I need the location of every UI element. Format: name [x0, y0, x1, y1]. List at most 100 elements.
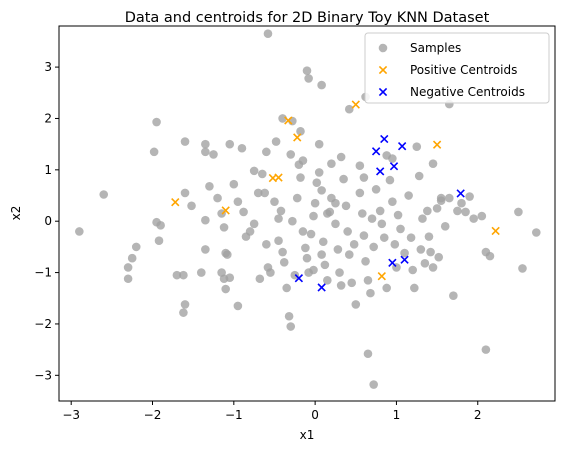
y-axis-ticks: −3 −2 −1 0 1 2 3	[34, 60, 59, 382]
samples-point	[127, 253, 137, 263]
samples-point	[123, 263, 133, 272]
samples-point	[156, 221, 165, 230]
samples-point	[461, 207, 470, 217]
samples-point	[223, 250, 232, 259]
samples-point	[284, 311, 294, 321]
y-tick-label: −2	[34, 317, 52, 331]
samples-point	[205, 181, 214, 191]
samples-point	[388, 197, 397, 206]
samples-point	[229, 179, 239, 189]
plot-frame	[58, 25, 556, 402]
samples-point	[225, 273, 235, 283]
samples-point	[420, 259, 430, 268]
samples-point	[123, 274, 133, 284]
positive-centroids-point	[171, 198, 180, 207]
samples-point	[366, 288, 375, 298]
samples-point	[279, 258, 289, 267]
samples-point	[317, 186, 326, 195]
samples-point	[296, 127, 305, 136]
samples-point	[196, 268, 206, 277]
samples-point	[270, 197, 279, 206]
y-tick-label: 2	[44, 111, 52, 125]
samples-point	[385, 175, 395, 185]
samples-point	[302, 66, 312, 75]
samples-point	[424, 232, 434, 241]
samples-point	[201, 147, 210, 157]
samples-point	[301, 243, 310, 253]
samples-point	[371, 185, 381, 194]
legend: Samples Positive Centroids Negative Centro…	[364, 32, 550, 104]
samples-point	[382, 283, 391, 293]
samples-point	[514, 207, 523, 217]
samples-point	[440, 222, 450, 231]
samples-point	[390, 240, 400, 249]
negative-centroids-point	[388, 258, 397, 267]
samples-point	[343, 227, 352, 236]
samples-point	[518, 264, 527, 273]
samples-point	[298, 227, 308, 236]
x-tick-label: 1	[393, 408, 401, 422]
negative-centroids-point	[456, 189, 465, 198]
x-axis-label: x1	[300, 428, 315, 442]
samples-point	[432, 204, 442, 213]
legend-samples-marker	[378, 43, 388, 53]
samples-point	[201, 215, 210, 225]
legend-positive-centroids-marker	[378, 65, 388, 75]
samples-point	[404, 191, 413, 200]
samples-point	[344, 250, 354, 259]
samples-point	[363, 349, 373, 359]
legend-positive-centroids-label: Positive Centroids	[410, 63, 517, 77]
positive-centroids-point	[274, 173, 283, 182]
positive-centroids-point	[432, 140, 442, 149]
samples-point	[249, 219, 259, 229]
samples-point	[239, 207, 248, 217]
samples-point	[369, 242, 378, 252]
legend-box	[364, 32, 550, 104]
samples-point	[294, 160, 304, 169]
samples-point	[379, 233, 389, 242]
samples-point	[469, 214, 478, 223]
samples-point	[149, 147, 159, 157]
samples-point	[400, 248, 409, 258]
samples-point	[292, 193, 302, 203]
samples-point	[266, 268, 275, 277]
samples-point	[408, 265, 418, 275]
y-tick-label: 1	[44, 163, 52, 177]
samples-point	[357, 209, 367, 218]
samples-point	[457, 198, 466, 208]
samples-point	[333, 245, 343, 254]
samples-point	[314, 168, 324, 177]
legend-negative-centroids-marker	[378, 87, 388, 97]
samples-point	[260, 188, 270, 198]
samples-point	[406, 233, 416, 242]
samples-point	[436, 196, 446, 205]
samples-point	[412, 142, 422, 152]
points-layer	[75, 29, 541, 389]
samples-point	[416, 245, 426, 254]
samples-point	[418, 214, 427, 223]
samples-point	[310, 198, 320, 208]
negative-centroids-point	[380, 134, 389, 144]
positive-centroids-point	[377, 272, 386, 281]
x-tick-label: 2	[474, 408, 482, 422]
samples-point	[318, 237, 328, 247]
samples-point	[393, 210, 403, 220]
samples-point	[213, 193, 222, 203]
samples-point	[344, 104, 354, 114]
samples-point	[351, 300, 361, 309]
samples-point	[75, 227, 84, 236]
y-axis-label: x2	[9, 206, 23, 221]
samples-point	[187, 201, 196, 211]
x-tick-label: 0	[311, 408, 319, 422]
samples-point	[375, 206, 385, 216]
samples-point	[377, 219, 387, 229]
x-axis-ticks: −3 −2 −1 0 1 2	[62, 401, 482, 422]
samples-point	[428, 159, 438, 168]
samples-point	[323, 275, 332, 285]
samples-point	[209, 150, 218, 159]
samples-point	[180, 137, 190, 146]
samples-point	[233, 301, 243, 311]
samples-point	[255, 274, 265, 284]
x-tick-label: −1	[225, 408, 243, 422]
